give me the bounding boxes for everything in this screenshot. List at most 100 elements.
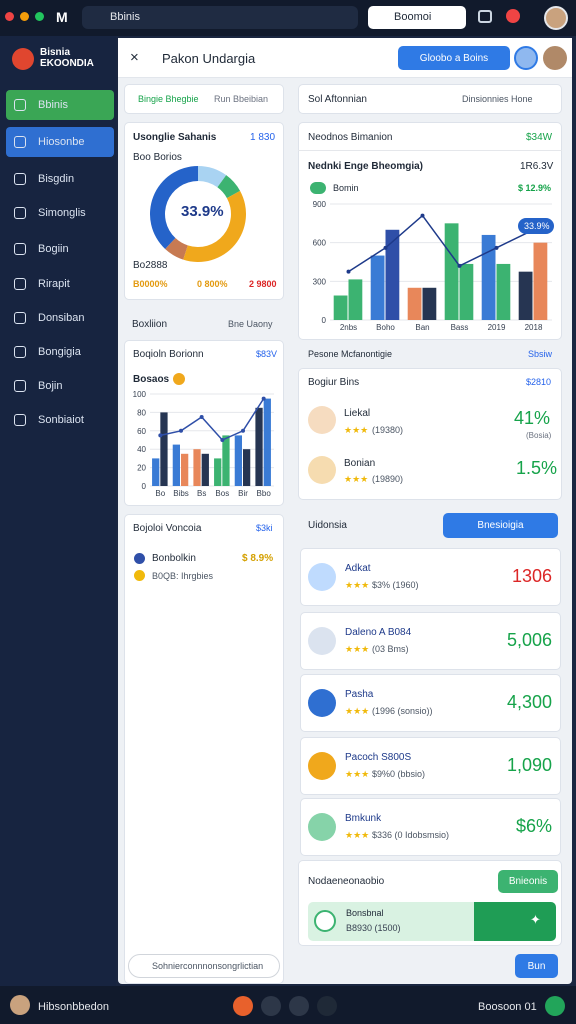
card-title: Bogiur Bins	[308, 377, 360, 388]
nav-item[interactable]: Hiosonbe	[38, 136, 85, 148]
y-tick-label: 100	[133, 390, 147, 399]
icon[interactable]	[514, 46, 538, 70]
promo-button[interactable]: Bnieonis	[498, 870, 558, 893]
header-title: Pakon Undargia	[162, 51, 256, 66]
avatar[interactable]	[544, 6, 568, 30]
nav-icon	[14, 312, 26, 324]
avatar[interactable]	[543, 46, 567, 70]
list-item[interactable]	[300, 612, 561, 670]
tab[interactable]: Run Bbeibian	[214, 94, 269, 104]
bar	[481, 234, 496, 320]
item-sub: $3% (1960)	[372, 580, 419, 590]
bar	[172, 444, 180, 486]
dock-icon[interactable]	[317, 996, 337, 1016]
card-title: Usonglie Sahanis	[133, 132, 217, 143]
dock-icon[interactable]	[233, 996, 253, 1016]
item-sub: (03 Bms)	[372, 644, 409, 654]
item-sub: $9%0 (bbsio)	[372, 769, 426, 779]
filter-select[interactable]: Bne Uaony	[228, 319, 273, 329]
run-button[interactable]: Bun	[515, 954, 558, 978]
dock-icon[interactable]	[261, 996, 281, 1016]
item-name: Daleno A B084	[345, 627, 412, 638]
item-name: Pacoch S800S	[345, 752, 412, 763]
bar	[214, 458, 222, 486]
nav-item[interactable]: Donsiban	[38, 312, 85, 324]
item-name: Adkat	[345, 563, 371, 574]
item-value: 1306	[511, 566, 552, 586]
search-box[interactable]	[82, 6, 358, 29]
donut-segment	[165, 238, 188, 260]
x-tick-label: Boho	[376, 323, 395, 332]
bar	[444, 223, 459, 320]
item-icon	[308, 456, 336, 484]
legend-icon	[310, 182, 326, 194]
donut-center: 33.9%	[181, 203, 224, 220]
list-item[interactable]	[300, 737, 561, 795]
item-sub: $336 (0 Idobsmsio)	[372, 830, 450, 840]
section-title: Pesone Mcfanontigie	[308, 349, 393, 359]
nav-icon	[14, 99, 26, 111]
icon[interactable]	[478, 10, 492, 23]
header-button[interactable]: Gloobo a Boins	[398, 46, 510, 70]
bar	[193, 449, 201, 486]
note: Bo2888	[133, 260, 168, 271]
x-tick-label: Ban	[415, 323, 429, 332]
card-title: Boqioln Borionn	[133, 349, 204, 360]
nav-item[interactable]: Rirapit	[38, 278, 70, 290]
stars: ★★★	[344, 474, 369, 484]
bar	[370, 255, 385, 320]
icon[interactable]	[506, 9, 520, 23]
bottom-bar	[0, 986, 576, 1024]
bar	[533, 242, 548, 320]
line-point	[179, 428, 183, 433]
bar	[263, 398, 271, 486]
item-sub: B0QB: Ihrgbies	[152, 571, 214, 581]
card-value: 1 830	[250, 132, 276, 143]
bar	[234, 435, 242, 486]
bar	[152, 458, 160, 486]
item-icon	[308, 563, 336, 591]
stars: ★★★	[345, 580, 370, 590]
dot	[5, 12, 14, 21]
bar	[518, 271, 533, 320]
nav-icon	[14, 243, 26, 255]
input[interactable]	[128, 954, 280, 978]
nav-item[interactable]: Bbinis	[38, 99, 68, 111]
line-point	[261, 396, 266, 401]
nav-item[interactable]: Bisgdin	[38, 173, 75, 185]
top-button[interactable]	[368, 6, 466, 29]
dock-icon[interactable]	[289, 996, 309, 1016]
item-icon	[308, 752, 336, 780]
x-tick-label: Bibs	[173, 489, 189, 498]
y-tick-label: 600	[313, 239, 327, 248]
item-value: 5,006	[506, 630, 552, 650]
item-note: (Bosia)	[526, 431, 552, 440]
nav-item[interactable]: Bongigia	[38, 346, 81, 358]
bar	[407, 287, 422, 320]
filter-select[interactable]: Dinsionnies Hone	[462, 94, 533, 104]
line-point	[383, 245, 388, 250]
bar-chart: 0 300 600 900 2nbs Boho Ban Bass 2019 2018	[313, 200, 552, 332]
stars: ★★★	[344, 425, 369, 435]
filter-label: Sol Aftonnian	[308, 94, 367, 105]
list-item[interactable]	[300, 798, 561, 856]
item-count: (19890)	[372, 474, 404, 484]
close-icon[interactable]: ×	[130, 49, 139, 66]
bar	[496, 263, 511, 320]
promo-action[interactable]	[474, 902, 556, 941]
tab-active[interactable]: Bingie Bhegbie	[138, 94, 199, 104]
list-item[interactable]	[300, 548, 561, 606]
status-icon[interactable]	[545, 996, 565, 1016]
top-button-text: Boomoi	[394, 11, 432, 23]
rank-card	[298, 368, 562, 500]
list-card	[124, 514, 284, 984]
list-item[interactable]	[300, 674, 561, 732]
nav-item[interactable]: Sonbiaiot	[38, 414, 84, 426]
x-tick-label: 2nbs	[340, 323, 357, 332]
nav-item[interactable]: Bogiin	[38, 243, 69, 255]
legend-value: $ 12.9%	[518, 183, 552, 193]
nav-item[interactable]: Simonglis	[38, 207, 86, 219]
nav-item[interactable]: Bojin	[38, 380, 63, 392]
section-button[interactable]: Bnesioigia	[443, 513, 558, 538]
x-tick-label: Bir	[238, 489, 248, 498]
